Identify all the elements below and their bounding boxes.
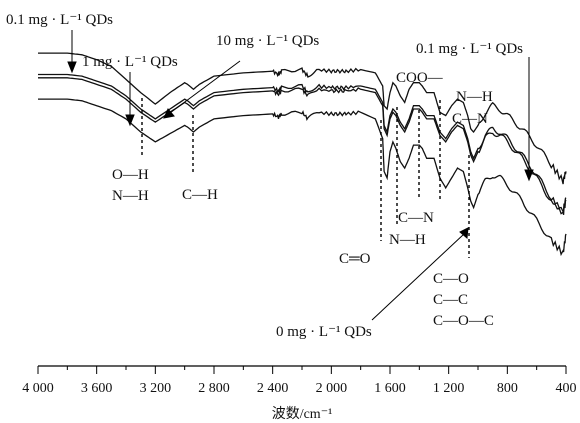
band-label-co: C—O (433, 271, 469, 287)
band-label-nh2: N—H (456, 89, 493, 105)
label-one: 1 mg · L⁻¹ QDs (82, 54, 178, 70)
band-label-co-double: C═O (339, 251, 371, 267)
band-markers (141, 98, 470, 258)
x-tick-label: 800 (497, 381, 518, 396)
series-labels: 0.1 mg · L⁻¹ QDs 1 mg · L⁻¹ QDs 10 mg · … (6, 12, 523, 340)
spectra-series (38, 52, 567, 257)
arrow-zero (371, 233, 465, 321)
arrowhead-top-right (524, 169, 534, 182)
x-axis-title: 波数/cm⁻¹ (272, 406, 333, 422)
x-tick-label: 2 400 (257, 381, 289, 396)
arrowhead-top-left (67, 61, 77, 74)
series-line-3 (38, 98, 567, 257)
band-label-ch: C—H (182, 187, 218, 203)
label-zero: 0 mg · L⁻¹ QDs (276, 324, 372, 340)
band-label-coo: COO— (396, 70, 444, 86)
label-top-right: 0.1 mg · L⁻¹ QDs (416, 41, 523, 57)
band-label-nh3: N—H (389, 232, 426, 248)
band-label-cn2: C—N (398, 210, 434, 226)
label-ten: 10 mg · L⁻¹ QDs (216, 33, 319, 49)
label-top-left: 0.1 mg · L⁻¹ QDs (6, 12, 113, 28)
x-tick-label: 3 600 (81, 381, 113, 396)
band-label-oh: O—H (112, 167, 149, 183)
x-axis-ticks (37, 366, 567, 374)
arrow-ten (169, 60, 241, 114)
band-label-cn1: C—N (452, 111, 488, 127)
x-tick-label: 400 (556, 381, 577, 396)
x-tick-label: 2 800 (198, 381, 230, 396)
x-tick-label: 1 600 (374, 381, 406, 396)
x-tick-label: 4 000 (22, 381, 54, 396)
x-tick-label: 2 000 (316, 381, 348, 396)
arrowhead-zero (459, 227, 469, 240)
band-label-coc: C—O—C (433, 313, 494, 329)
label-arrows (67, 30, 534, 321)
x-tick-label: 1 200 (433, 381, 465, 396)
series-line-0 (38, 52, 567, 185)
arrowhead-one (125, 114, 135, 127)
arrowhead-ten (163, 108, 175, 119)
band-labels: O—H N—H C—H COO— N—H C—N C—N N—H C═O C—O… (112, 70, 494, 329)
x-axis: 4 000 3 600 3 200 2 800 2 400 2 000 1 600 1 200… (22, 365, 577, 422)
x-tick-label: 3 200 (140, 381, 172, 396)
x-axis-tick-labels: 4 000 3 600 3 200 2 800 2 400 2 000 1 600 1 200… (22, 381, 576, 396)
band-label-nh1: N—H (112, 188, 149, 204)
band-label-cc: C—C (433, 292, 468, 308)
